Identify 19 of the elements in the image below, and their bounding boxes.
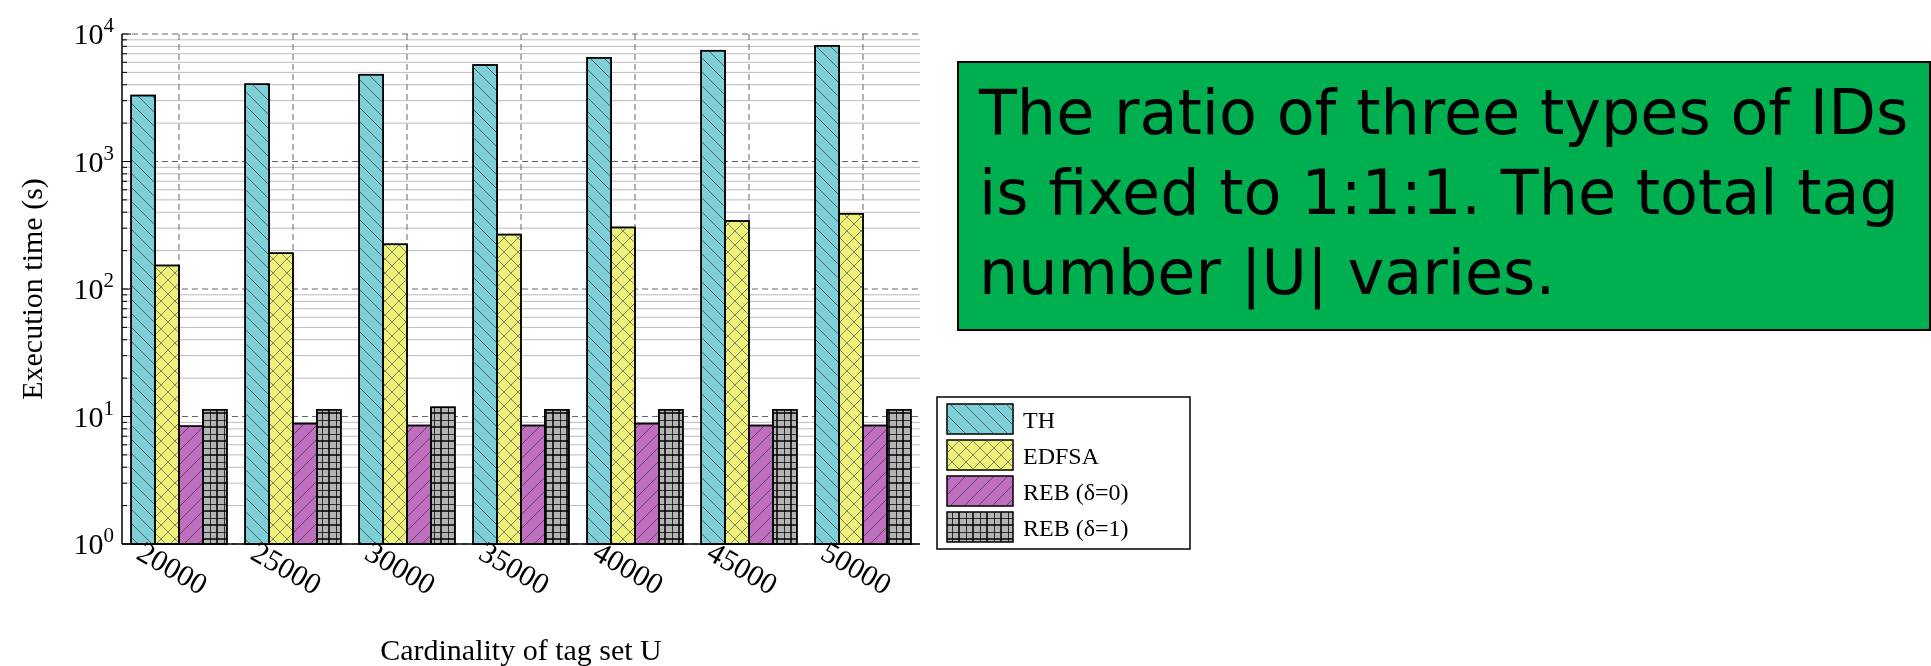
x-tick-label: 30000 — [360, 534, 442, 601]
legend-label: TH — [1023, 407, 1055, 433]
x-tick-label: 35000 — [474, 534, 556, 601]
x-tick-label: 20000 — [132, 534, 214, 601]
y-axis-title: Execution time (s) — [15, 178, 49, 400]
x-axis-title: Cardinality of tag set U — [380, 633, 663, 666]
x-tick-label: 45000 — [702, 534, 784, 601]
text: The ratio of three types of IDs is fixed to 1:1:1. The total tag number |U| varies. — [957, 61, 1931, 331]
legend-label: EDFSA — [1023, 443, 1100, 469]
y-tick-label: 10$^{4}$ — [73, 13, 115, 50]
y-tick-label: 10$^{1}$ — [73, 395, 114, 433]
x-tick-label: 40000 — [588, 534, 670, 601]
y-tick-label: 10$^{3}$ — [73, 140, 114, 178]
y-tick-label: 10$^{0}$ — [73, 523, 114, 560]
x-tick-label: 50000 — [816, 534, 898, 601]
legend-label: REB (δ=0) — [1023, 479, 1129, 505]
y-tick-label: 10$^{2}$ — [73, 268, 114, 305]
x-tick-label: 25000 — [246, 534, 328, 601]
legend-label: REB (δ=1) — [1023, 515, 1129, 541]
